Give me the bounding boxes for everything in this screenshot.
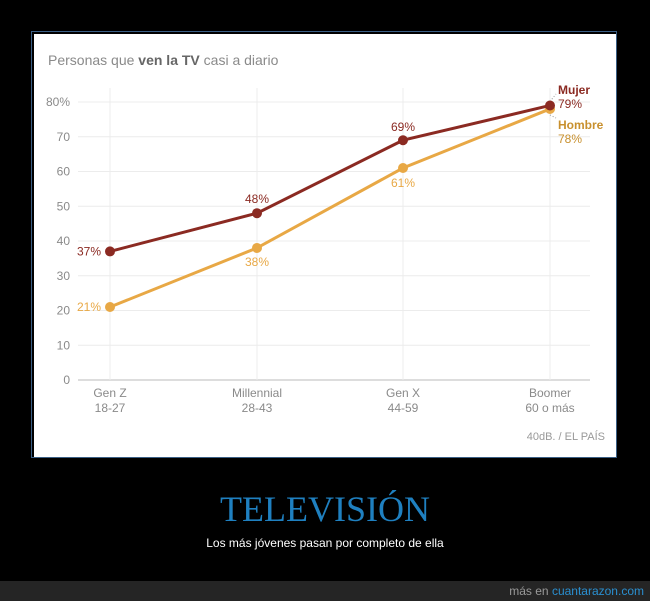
data-point (252, 208, 262, 219)
y-tick-label: 60 (57, 165, 71, 179)
data-label: 21% (77, 300, 101, 314)
post-subtitle: Los más jóvenes pasan por completo de el… (206, 536, 444, 550)
data-point (252, 242, 262, 253)
data-point (105, 246, 115, 257)
post-title: TELEVISIÓN (220, 489, 430, 529)
legend-label-mujer: Mujer (558, 83, 590, 97)
data-point (398, 135, 408, 146)
annotation-leader (549, 114, 557, 119)
footer-prefix: más en (509, 584, 552, 598)
y-tick-label: 40 (57, 234, 71, 248)
y-tick-label: 80% (46, 95, 70, 109)
site-link[interactable]: cuantarazon.com (551, 584, 644, 598)
source-note: 40dB. / EL PAÍS (527, 430, 605, 443)
chart-title: Personas que ven la TV casi a diario (48, 52, 279, 68)
x-tick-label: Gen Z (93, 386, 126, 400)
x-tick-sublabel: 44-59 (388, 401, 419, 415)
image-frame (31, 31, 617, 458)
y-tick-label: 70 (57, 130, 71, 144)
x-tick-label: Millennial (232, 386, 282, 400)
legend-label-hombre: Hombre (558, 118, 604, 132)
data-label: 69% (391, 120, 415, 134)
footer-bar: más en cuantarazon.com (0, 581, 650, 601)
data-label: 61% (391, 176, 415, 190)
x-tick-sublabel: 60 o más (525, 401, 574, 415)
y-tick-label: 10 (57, 338, 71, 352)
data-label: 78% (558, 132, 582, 146)
data-label: 48% (245, 192, 269, 206)
data-label: 79% (558, 97, 582, 111)
x-tick-sublabel: 28-43 (242, 401, 273, 415)
y-tick-label: 50 (57, 199, 71, 213)
x-tick-label: Boomer (529, 386, 571, 400)
line-chart: 0 10 20 30 40 50 60 70 80% Gen Z18-27 Millennial28… (46, 83, 605, 443)
data-point (398, 163, 408, 174)
data-point (105, 302, 115, 313)
y-tick-label: 20 (57, 304, 71, 318)
x-tick-label: Gen X (386, 386, 420, 400)
y-tick-label: 30 (57, 269, 71, 283)
series-line-hombre (109, 107, 551, 309)
x-tick-sublabel: 18-27 (95, 401, 126, 415)
data-label: 37% (77, 244, 101, 258)
data-point (545, 100, 555, 111)
series-line-mujer (109, 104, 551, 253)
y-tick-label: 0 (63, 373, 70, 387)
data-label: 38% (245, 255, 269, 269)
annotation-leader (549, 93, 557, 102)
